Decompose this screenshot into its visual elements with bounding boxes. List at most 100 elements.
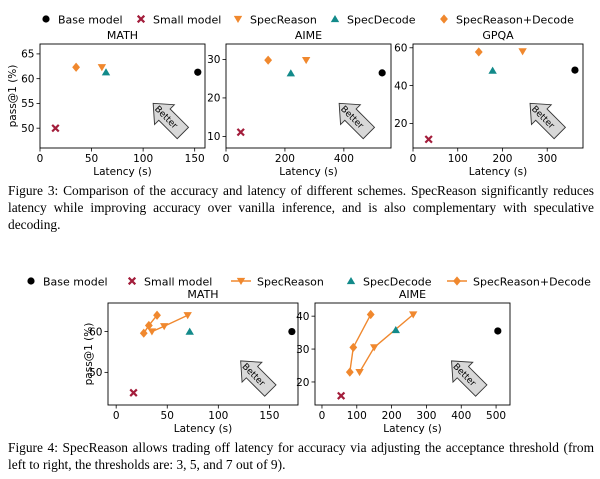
chart-title: AIME xyxy=(295,29,322,42)
chart-title: MATH xyxy=(107,29,138,42)
legend-top-specdecode-marker xyxy=(330,15,340,23)
x-tick-label: 50 xyxy=(85,153,98,165)
series-base-model xyxy=(494,327,502,335)
series-small-model xyxy=(424,135,433,144)
data-point xyxy=(72,62,81,72)
figure3-caption: Figure 3: Comparison of the accuracy and… xyxy=(8,183,594,232)
plot-frame xyxy=(107,302,299,406)
data-point xyxy=(144,320,153,331)
data-point xyxy=(286,69,296,77)
series-small-model xyxy=(337,391,346,400)
y-axis-label: pass@1 (%) xyxy=(7,65,19,128)
chart-5-aime: AIME 0 100 200 300 400 500 20 30 40 Latency (s) Bet… xyxy=(296,288,511,435)
data-point xyxy=(408,311,418,319)
series-specreason xyxy=(301,57,311,65)
series-base-model xyxy=(378,69,386,77)
data-point xyxy=(101,68,111,76)
y-tick-label: 50 xyxy=(21,123,34,135)
legend-bottom-base-model-marker xyxy=(27,277,35,285)
data-point xyxy=(194,68,202,76)
x-tick-label: 400 xyxy=(451,410,471,422)
better-arrow: Better xyxy=(240,360,277,397)
data-point xyxy=(183,312,192,320)
data-point xyxy=(355,368,364,377)
x-tick-label: 0 xyxy=(223,153,230,165)
series-specreason-decode xyxy=(264,55,273,65)
series-base-model xyxy=(571,66,579,74)
series-specdecode xyxy=(185,327,194,335)
legend-top-specreason-decode-marker xyxy=(440,14,448,24)
data-point xyxy=(391,325,400,334)
x-tick-label: 0 xyxy=(319,410,326,422)
data-point xyxy=(518,48,527,56)
x-tick-label: 50 xyxy=(161,410,174,422)
x-tick-label: 300 xyxy=(537,153,557,165)
x-axis-label: Latency (s) xyxy=(383,423,442,435)
y-tick-label: 10 xyxy=(207,131,220,143)
better-arrow-shape xyxy=(240,360,277,397)
series-specdecode xyxy=(101,68,111,76)
series-specreason xyxy=(97,64,107,72)
y-tick-label: 65 xyxy=(21,49,34,61)
plot-frame xyxy=(225,43,392,149)
plot-frame xyxy=(412,43,584,149)
chart-4-math: MATH 0 50 100 150 50 60 Latency (s) pass@1 (%) Be… xyxy=(83,288,299,435)
figure3-legend: Base model Small model SpecReason SpecDecod… xyxy=(42,14,574,27)
better-arrow: Better xyxy=(529,102,567,140)
data-point xyxy=(139,328,148,338)
data-point xyxy=(185,327,194,335)
x-tick-label: 150 xyxy=(259,410,279,422)
plot-frame xyxy=(314,302,511,406)
better-arrow: Better xyxy=(152,102,190,140)
legend-bottom-small-model-label: Small model xyxy=(144,276,212,289)
figure4-legend: Base model Small model SpecReason SpecDecod… xyxy=(27,276,591,289)
data-point xyxy=(288,327,296,336)
x-tick-label: 100 xyxy=(347,410,367,422)
data-point xyxy=(366,309,375,320)
legend-top-base-model-label: Base model xyxy=(58,14,123,27)
x-tick-label: 100 xyxy=(208,410,228,422)
series-specreason-decode xyxy=(345,309,375,377)
data-point xyxy=(488,66,497,74)
chart-2-aime: AIME 0 200 400 10 20 30 Latency (s) Better xyxy=(207,29,392,178)
series-small-model xyxy=(129,388,138,397)
y-tick-label: 40 xyxy=(394,80,407,92)
x-tick-label: 200 xyxy=(382,410,402,422)
x-tick-label: 200 xyxy=(275,153,295,165)
x-tick-label: 100 xyxy=(448,153,468,165)
series-specreason-decode xyxy=(474,47,483,57)
better-arrow: Better xyxy=(450,360,488,397)
legend-bottom-specreason-decode-marker xyxy=(453,276,461,286)
y-tick-label: 30 xyxy=(207,54,220,66)
better-arrow-shape xyxy=(338,102,376,140)
series-specreason xyxy=(355,311,418,377)
x-axis-label: Latency (s) xyxy=(469,166,528,178)
x-tick-label: 200 xyxy=(492,153,512,165)
data-point xyxy=(301,57,311,65)
chart-1-math: MATH 0 50 100 150 50 55 60 65 Latency (s) pass@1 (… xyxy=(7,29,206,178)
data-point xyxy=(424,135,433,144)
better-arrow: Better xyxy=(338,102,376,140)
series-specreason xyxy=(518,48,527,56)
x-axis-label: Latency (s) xyxy=(279,166,338,178)
data-point xyxy=(51,124,60,133)
legend-top-specreason-label: SpecReason xyxy=(250,14,317,27)
chart-title: GPQA xyxy=(482,29,514,42)
legend-bottom-small-model-marker xyxy=(127,276,137,286)
data-point xyxy=(159,323,169,331)
figure4-caption: Figure 4: SpecReason allows trading off … xyxy=(8,440,594,472)
legend-top-specreason-marker xyxy=(233,15,243,23)
data-point xyxy=(378,69,386,77)
series-specreason-decode xyxy=(72,62,81,72)
legend-bottom-specreason-label: SpecReason xyxy=(257,276,324,289)
plot-frame xyxy=(39,43,206,149)
data-point xyxy=(147,328,157,336)
legend-bottom-specdecode-marker xyxy=(346,277,356,285)
chart-3-gpqa: GPQA 0 100 200 300 20 40 60 Latency (s) Better xyxy=(394,29,584,178)
y-tick-label: 50 xyxy=(89,367,102,379)
y-tick-label: 20 xyxy=(296,377,309,389)
legend-top-small-model-marker xyxy=(136,14,146,24)
x-axis-label: Latency (s) xyxy=(93,166,152,178)
